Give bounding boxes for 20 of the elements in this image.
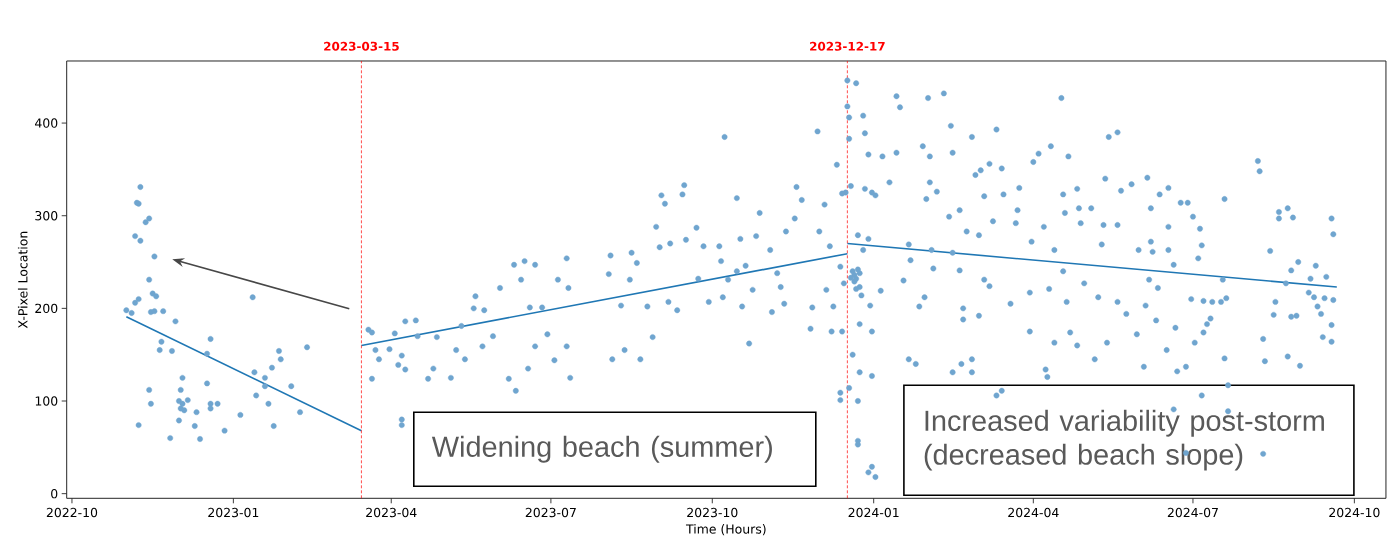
y-tick-label: 100 (35, 396, 58, 406)
annotation: Increased variability post-storm (decreased beach slope) (924, 409, 1324, 471)
x-tick-label: 2023-10 (687, 507, 738, 518)
y-tick-label: 400 (35, 118, 58, 128)
x-tick-label: 2024-07 (1167, 507, 1218, 518)
x-tick-label: 2023-07 (525, 507, 576, 518)
y-tick-label: 200 (35, 303, 58, 314)
x-tick-label: 2024-01 (848, 507, 899, 518)
x-tick-label: 2024-04 (1008, 507, 1059, 518)
x-axis-title: Time (Hours) (685, 524, 766, 536)
x-tick-label: 2024-10 (1329, 507, 1380, 518)
y-tick-label: 0 (51, 488, 58, 499)
ref-line-label: 2023-12-17 (810, 41, 885, 51)
ref-line-label: 2023-03-15 (324, 41, 399, 51)
x-tick-label: 2023-04 (366, 507, 417, 518)
y-tick-label: 300 (35, 211, 58, 221)
y-axis-title: X-Pixel Location (17, 231, 28, 329)
x-tick-label: 2023-01 (208, 507, 259, 518)
annotation: Widening beach (summer) (431, 435, 772, 463)
x-tick-label: 2022-10 (46, 507, 98, 518)
